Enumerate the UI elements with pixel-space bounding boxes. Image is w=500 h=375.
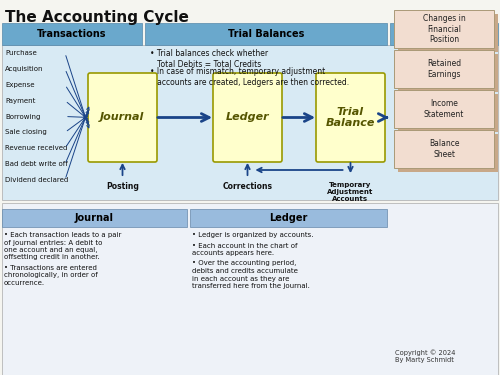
Text: • Ledger is organized by accounts.: • Ledger is organized by accounts. — [192, 232, 314, 238]
Text: Revenue received: Revenue received — [5, 145, 68, 151]
Text: Expense: Expense — [5, 82, 34, 88]
Text: Reporting: Reporting — [416, 29, 472, 39]
FancyBboxPatch shape — [2, 23, 142, 45]
Text: Transactions: Transactions — [37, 29, 107, 39]
FancyBboxPatch shape — [2, 45, 498, 200]
Text: Acquisition: Acquisition — [5, 66, 44, 72]
FancyBboxPatch shape — [88, 73, 157, 162]
Text: Dividend declared: Dividend declared — [5, 177, 68, 183]
Text: Trial Balances: Trial Balances — [228, 29, 304, 39]
FancyBboxPatch shape — [398, 14, 498, 52]
FancyBboxPatch shape — [2, 209, 187, 227]
Text: Income
Statement: Income Statement — [424, 99, 464, 119]
FancyBboxPatch shape — [2, 203, 498, 375]
FancyBboxPatch shape — [213, 73, 282, 162]
Text: Ledger: Ledger — [269, 213, 307, 223]
Text: Journal: Journal — [74, 213, 114, 223]
FancyBboxPatch shape — [145, 23, 387, 45]
FancyBboxPatch shape — [398, 134, 498, 172]
FancyBboxPatch shape — [398, 54, 498, 92]
Text: • Each transaction leads to a pair
of journal entries: A debit to
one account an: • Each transaction leads to a pair of jo… — [4, 232, 122, 261]
Text: Temporary
Adjustment
Accounts: Temporary Adjustment Accounts — [328, 182, 374, 202]
Text: Posting: Posting — [106, 182, 139, 191]
FancyBboxPatch shape — [398, 94, 498, 132]
Text: Ledger: Ledger — [226, 112, 270, 123]
Text: Bad debt write off: Bad debt write off — [5, 161, 68, 167]
Text: Balance
Sheet: Balance Sheet — [429, 139, 459, 159]
Text: • Transactions are entered
chronologically, in order of
occurrence.: • Transactions are entered chronological… — [4, 265, 98, 286]
FancyBboxPatch shape — [394, 50, 494, 88]
Text: Journal: Journal — [100, 112, 144, 123]
Text: The Accounting Cycle: The Accounting Cycle — [5, 10, 189, 25]
Text: Purchase: Purchase — [5, 50, 37, 56]
Text: Corrections: Corrections — [222, 182, 272, 191]
Text: • In case of mismatch, temporary adjustment
   accounts are created, Ledgers are: • In case of mismatch, temporary adjustm… — [150, 67, 349, 87]
Text: Trial
Balance: Trial Balance — [326, 107, 375, 128]
FancyBboxPatch shape — [190, 209, 387, 227]
Text: Borrowing: Borrowing — [5, 114, 41, 120]
FancyBboxPatch shape — [390, 23, 498, 45]
FancyBboxPatch shape — [316, 73, 385, 162]
Text: Retained
Earnings: Retained Earnings — [427, 59, 461, 79]
Text: Payment: Payment — [5, 98, 36, 104]
Text: Changes in
Financial
Position: Changes in Financial Position — [422, 14, 466, 44]
Text: • Over the accounting period,
debits and credits accumulate
in each account as t: • Over the accounting period, debits and… — [192, 261, 310, 289]
Text: Sale closing: Sale closing — [5, 129, 47, 135]
Text: • Each account in the chart of
accounts appears here.: • Each account in the chart of accounts … — [192, 243, 298, 256]
FancyBboxPatch shape — [394, 10, 494, 48]
Text: • Trial balances check whether
   Total Debits = Total Credits: • Trial balances check whether Total Deb… — [150, 49, 268, 69]
FancyBboxPatch shape — [394, 130, 494, 168]
FancyBboxPatch shape — [394, 90, 494, 128]
Text: Copyright © 2024
By Marty Schmidt: Copyright © 2024 By Marty Schmidt — [395, 349, 456, 363]
